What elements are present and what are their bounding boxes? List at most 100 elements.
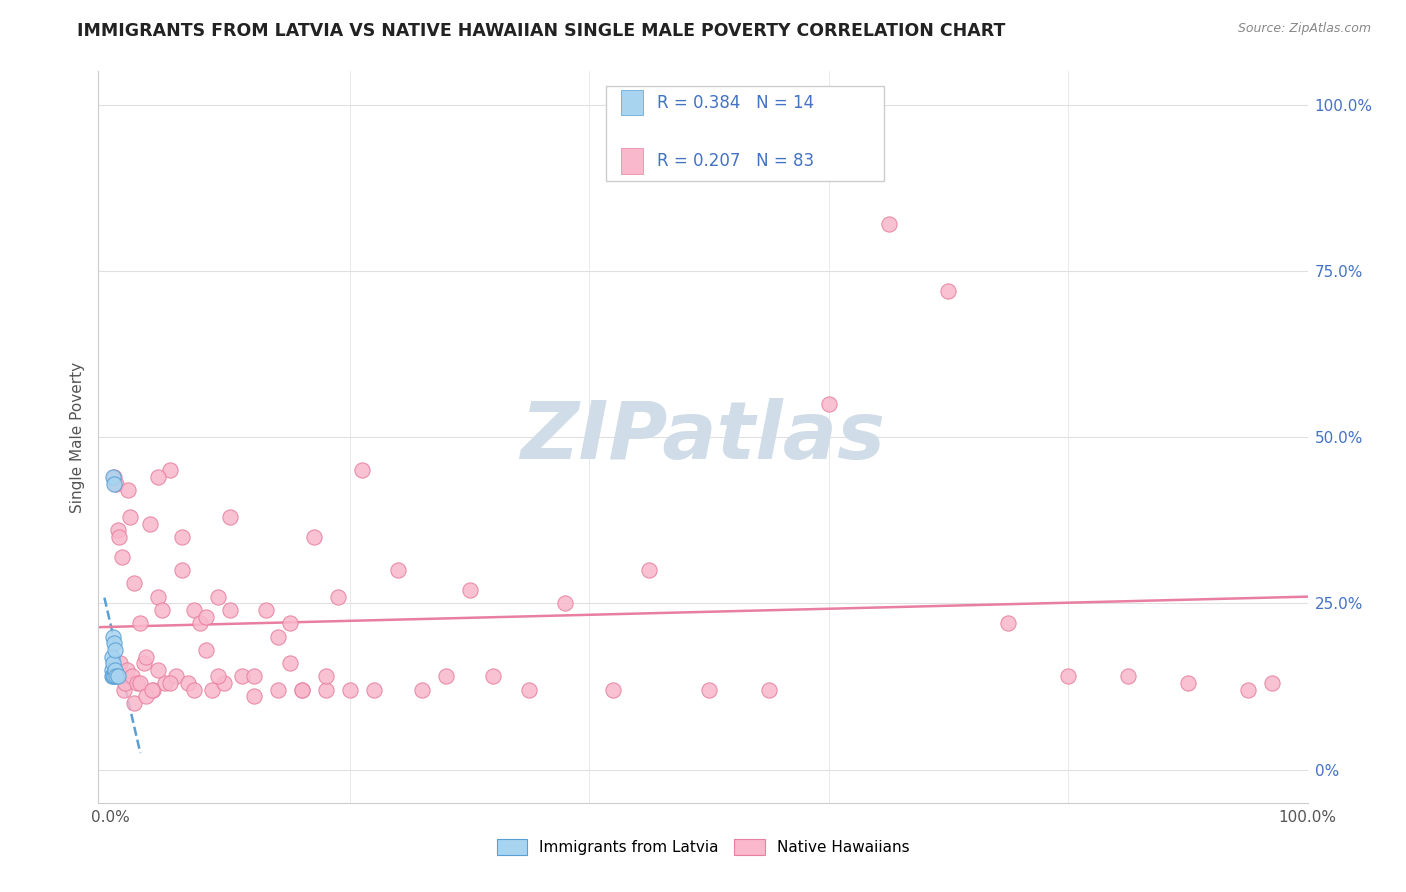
Point <box>758 682 780 697</box>
Point <box>142 682 165 697</box>
Point <box>107 669 129 683</box>
Point <box>111 549 134 564</box>
Point <box>101 669 124 683</box>
FancyBboxPatch shape <box>621 148 643 174</box>
Point <box>107 530 129 544</box>
Y-axis label: Single Male Poverty: Single Male Poverty <box>69 361 84 513</box>
Point <box>363 682 385 697</box>
Text: Source: ZipAtlas.com: Source: ZipAtlas.com <box>1237 22 1371 36</box>
Point <box>411 682 433 697</box>
Text: IMMIGRANTS FROM LATVIA VS NATIVE HAWAIIAN SINGLE MALE POVERTY CORRELATION CHART: IMMIGRANTS FROM LATVIA VS NATIVE HAWAIIA… <box>77 22 1005 40</box>
Point <box>101 630 124 644</box>
Point <box>150 603 173 617</box>
Text: R = 0.384   N = 14: R = 0.384 N = 14 <box>657 94 814 112</box>
Point <box>434 669 457 683</box>
Point <box>231 669 253 683</box>
Point <box>121 669 143 683</box>
Point <box>278 656 301 670</box>
Point <box>141 682 163 697</box>
Point <box>278 616 301 631</box>
Point <box>326 590 349 604</box>
Point <box>638 563 661 577</box>
Point <box>339 682 361 697</box>
Point <box>243 690 266 704</box>
Point <box>1236 682 1258 697</box>
Point <box>458 582 481 597</box>
Text: R = 0.207   N = 83: R = 0.207 N = 83 <box>657 153 814 170</box>
Point <box>207 590 229 604</box>
Point <box>124 696 146 710</box>
Point <box>148 590 170 604</box>
Point <box>201 682 224 697</box>
Point <box>291 682 314 697</box>
Point <box>135 690 157 704</box>
Point <box>103 669 125 683</box>
Point <box>1116 669 1139 683</box>
Point <box>148 663 170 677</box>
Point <box>108 656 131 670</box>
FancyBboxPatch shape <box>621 90 643 115</box>
Point <box>159 463 181 477</box>
Legend: Immigrants from Latvia, Native Hawaiians: Immigrants from Latvia, Native Hawaiians <box>491 833 915 861</box>
Point <box>188 616 211 631</box>
Point <box>697 682 720 697</box>
Point <box>100 663 122 677</box>
Point <box>302 530 325 544</box>
Point <box>104 643 127 657</box>
Point <box>139 516 162 531</box>
FancyBboxPatch shape <box>606 86 884 181</box>
Point <box>105 669 128 683</box>
Point <box>103 470 125 484</box>
Point <box>243 669 266 683</box>
Point <box>195 609 218 624</box>
Point <box>254 603 277 617</box>
Point <box>1177 676 1199 690</box>
Point <box>387 563 409 577</box>
Point <box>129 616 152 631</box>
Point <box>267 630 290 644</box>
Point <box>132 656 155 670</box>
Point <box>177 676 200 690</box>
Point <box>267 682 290 697</box>
Point <box>817 397 839 411</box>
Point <box>159 676 181 690</box>
Point <box>125 676 148 690</box>
Point <box>172 530 194 544</box>
Point <box>602 682 624 697</box>
Point <box>100 649 122 664</box>
Point <box>554 596 576 610</box>
Point <box>101 470 124 484</box>
Point <box>114 676 136 690</box>
Point <box>291 682 314 697</box>
Point <box>112 682 135 697</box>
Point <box>103 476 125 491</box>
Point <box>207 669 229 683</box>
Point <box>129 676 152 690</box>
Point <box>482 669 505 683</box>
Point <box>103 636 125 650</box>
Point <box>219 509 242 524</box>
Point <box>183 682 205 697</box>
Point <box>110 669 132 683</box>
Point <box>101 656 124 670</box>
Point <box>165 669 187 683</box>
Point <box>104 663 127 677</box>
Point <box>148 470 170 484</box>
Point <box>519 682 541 697</box>
Point <box>118 509 141 524</box>
Point <box>155 676 177 690</box>
Point <box>105 476 128 491</box>
Point <box>107 523 129 537</box>
Point <box>315 669 337 683</box>
Point <box>1260 676 1282 690</box>
Point <box>195 643 218 657</box>
Point <box>315 682 337 697</box>
Point <box>115 663 138 677</box>
Point <box>100 669 122 683</box>
Point <box>124 576 146 591</box>
Point <box>350 463 373 477</box>
Point <box>877 217 900 231</box>
Point <box>1057 669 1080 683</box>
Point <box>938 284 960 298</box>
Point <box>135 649 157 664</box>
